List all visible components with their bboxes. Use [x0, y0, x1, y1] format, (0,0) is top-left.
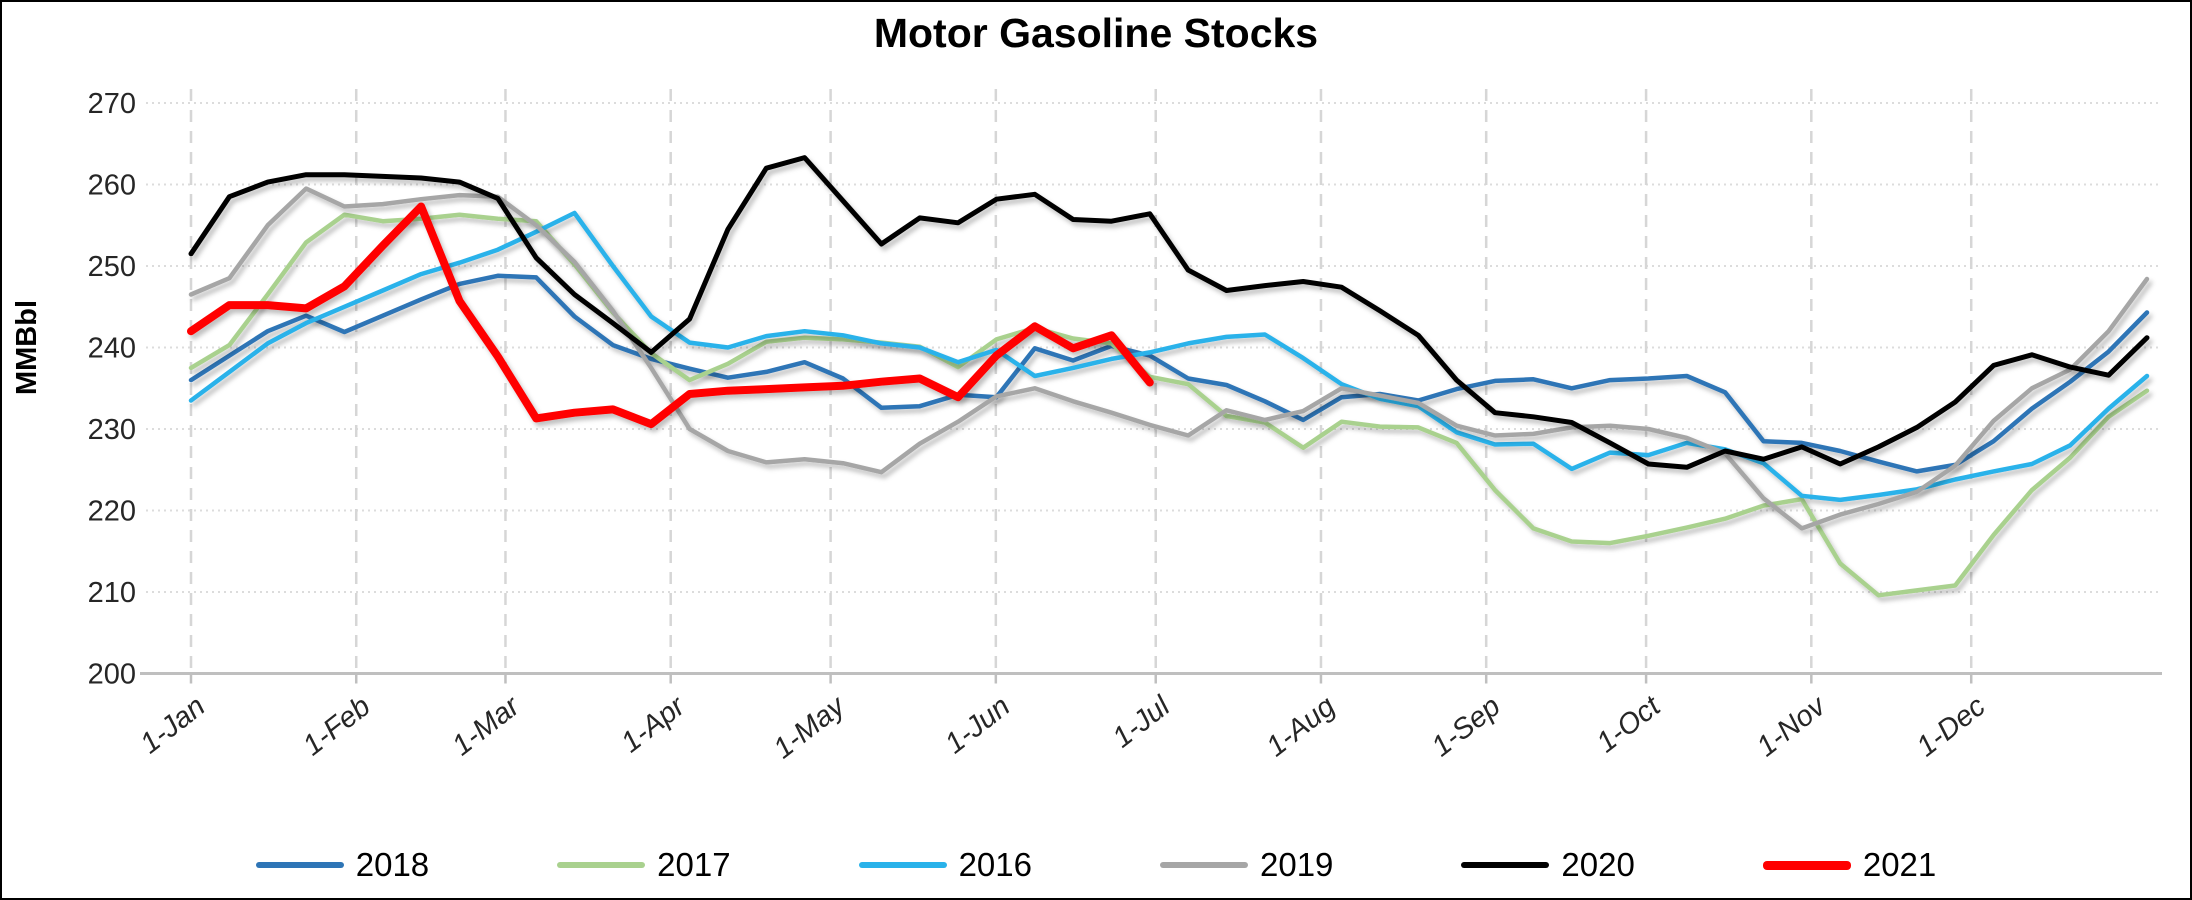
x-tick-label: 1-Nov [1751, 689, 1833, 763]
legend-item-2018: 2018 [255, 846, 430, 884]
series-line-2017 [188, 212, 2150, 598]
legend-item-2020: 2020 [1461, 846, 1635, 884]
y-tick-label: 230 [88, 414, 136, 446]
series-line-2016 [188, 210, 2150, 503]
series-line-2019 [188, 186, 2150, 531]
series-line-2021 [187, 202, 1154, 429]
y-tick-label: 270 [88, 88, 136, 120]
x-tick-label: 1-Sep [1426, 690, 1507, 763]
x-tick-label: 1-May [768, 689, 852, 765]
legend-swatch-2017 [557, 862, 646, 868]
series-line-2020 [188, 155, 2150, 470]
y-axis-title: MMBbl [11, 300, 43, 395]
x-tick-label: 1-Jan [134, 690, 211, 760]
legend-label-2016: 2016 [958, 846, 1032, 883]
y-tick-label: 260 [88, 170, 136, 202]
y-tick-label: 200 [88, 659, 136, 691]
y-tick-label: 240 [88, 333, 136, 365]
legend-item-2017: 2017 [557, 846, 731, 884]
x-tick-label: 1-Jun [939, 690, 1016, 760]
x-tick-label: 1-Mar [446, 689, 526, 762]
y-tick-label: 250 [88, 251, 136, 283]
legend-item-2021: 2021 [1762, 846, 1937, 884]
x-tick-label: 1-Aug [1261, 690, 1342, 763]
legend-label-2017: 2017 [657, 846, 731, 883]
legend-label-2019: 2019 [1260, 846, 1334, 883]
y-tick-label: 220 [88, 496, 136, 528]
legend-item-2016: 2016 [858, 846, 1032, 884]
legend-label-2018: 2018 [355, 846, 430, 883]
x-tick-label: 1-Feb [297, 690, 376, 762]
legend-label-2020: 2020 [1561, 846, 1635, 883]
x-tick-label: 1-Dec [1911, 690, 1992, 763]
x-tick-label: 1-Oct [1591, 689, 1668, 759]
series-line-2018 [188, 273, 2150, 474]
legend-swatch-2018 [255, 862, 344, 868]
legend: 2018 2017 2016 2019 2020 2021 [2, 846, 2190, 884]
y-tick-label: 210 [88, 577, 136, 609]
legend-swatch-2021 [1762, 860, 1851, 870]
x-tick-label: 1-Jul [1107, 689, 1177, 754]
legend-swatch-2016 [858, 862, 947, 868]
x-tick-label: 1-Apr [615, 689, 692, 759]
legend-label-2021: 2021 [1862, 846, 1937, 883]
legend-swatch-2020 [1461, 862, 1550, 868]
chart-title: Motor Gasoline Stocks [873, 10, 1319, 56]
legend-item-2019: 2019 [1160, 846, 1333, 884]
legend-swatch-2019 [1160, 862, 1248, 868]
